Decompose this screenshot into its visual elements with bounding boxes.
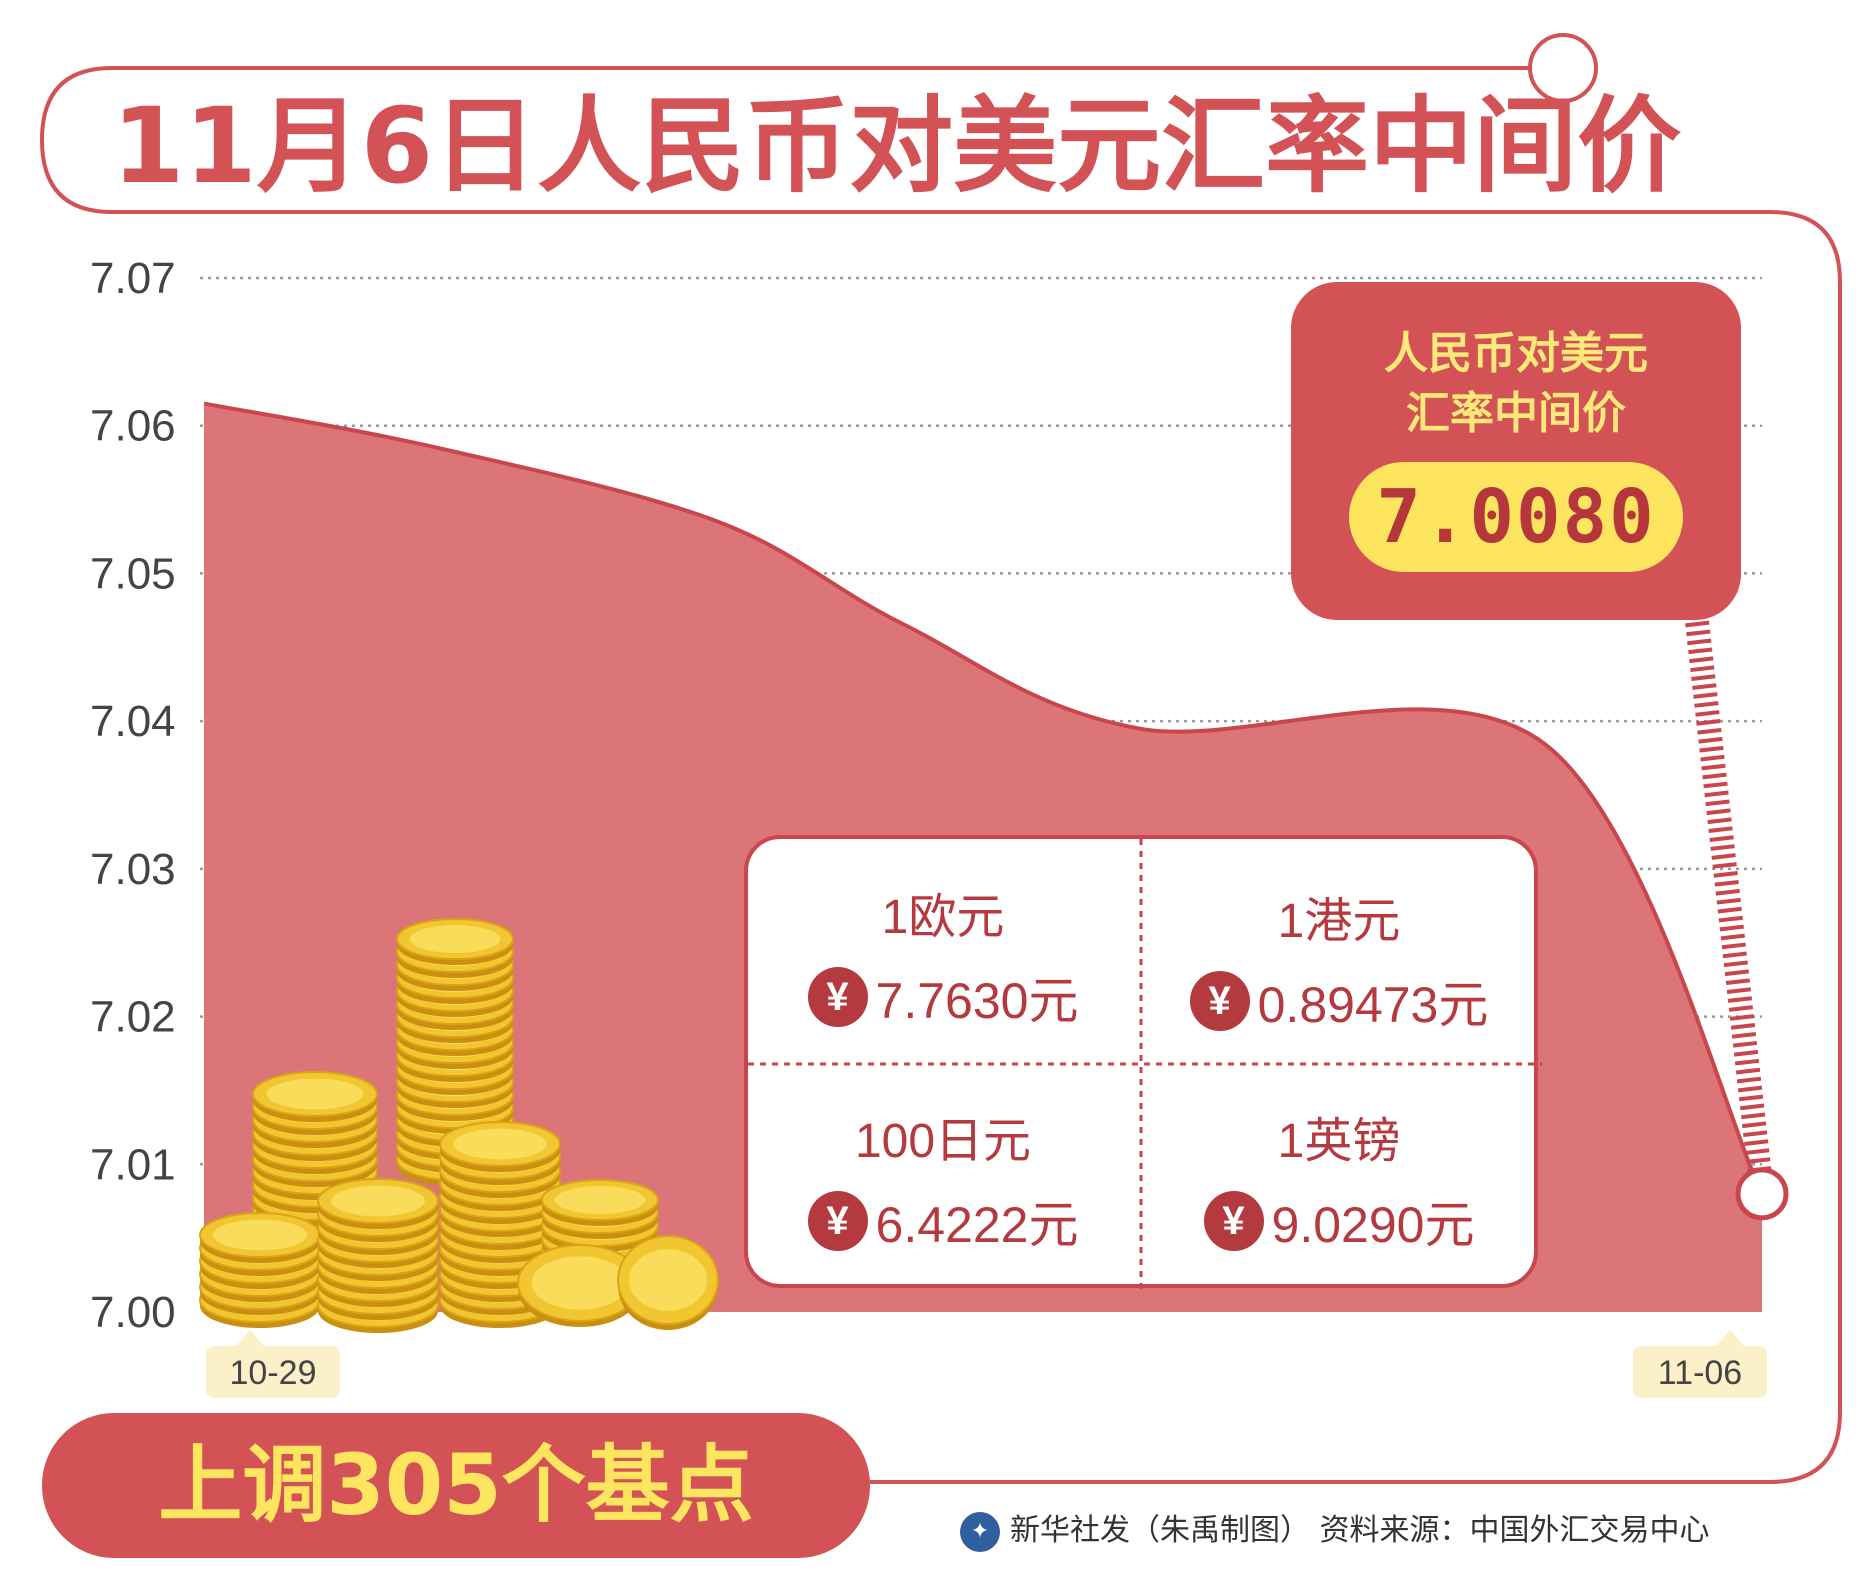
series-line [203, 401, 1764, 1195]
y-tick-label: 7.06 [90, 402, 176, 451]
coin-icon [517, 1244, 643, 1327]
coin-icon [199, 1212, 321, 1263]
y-tick-label: 7.01 [90, 1140, 176, 1189]
source-credit: ✦ 新华社发（朱禹制图） 资料来源：中国外汇交易中心 [960, 1506, 1710, 1556]
coin-icon [439, 1121, 561, 1172]
rate-value: 0.89473元 [1257, 977, 1489, 1033]
coin-icon [317, 1178, 439, 1229]
y-tick-label: 7.03 [90, 845, 176, 894]
yen-icon: ¥ [1203, 1191, 1264, 1251]
x-tick-label: 11-06 [1658, 1354, 1742, 1392]
rate-cell-eur: 1欧元 ¥7.7630元 [748, 877, 1138, 1033]
coin-icon [617, 1235, 719, 1330]
y-tick-label: 7.05 [90, 549, 176, 598]
x-label-start: 10-29 [206, 1330, 340, 1398]
coin-icon [396, 918, 514, 965]
rate-value: 6.4222元 [875, 1197, 1079, 1253]
callout-line1: 人民币对美元 [1384, 328, 1648, 379]
rate-cell-hkd: 1港元 ¥0.89473元 [1144, 881, 1534, 1037]
y-tick-label: 7.00 [90, 1288, 176, 1337]
cross-rate-box: 1欧元 ¥7.7630元 1港元 ¥0.89473元 100日元 ¥6.4222… [744, 835, 1542, 1292]
currency-label: 1港元 [1277, 895, 1401, 948]
currency-label: 1欧元 [881, 891, 1005, 944]
frame-outline [39, 66, 1842, 1484]
yen-icon: ¥ [807, 1191, 868, 1251]
end-point-marker [1735, 1167, 1789, 1221]
cross-rate-dividers [748, 839, 1542, 1292]
rate-value: 7.7630元 [875, 973, 1079, 1029]
y-axis: 7.07 7.06 7.05 7.04 7.03 7.02 7.01 7.00 [90, 254, 176, 1337]
rate-value: 9.0290元 [1271, 1197, 1475, 1253]
gold-coins-illustration [199, 918, 719, 1333]
credit-text: 新华社发（朱禹制图） 资料来源：中国外汇交易中心 [1010, 1513, 1710, 1548]
coin-icon [252, 1071, 378, 1122]
page-title: 11月6日人民币对美元汇率中间价 [112, 85, 1681, 207]
change-banner: 上调305个基点 [42, 1413, 870, 1558]
rate-cell-jpy: 100日元 ¥6.4222元 [748, 1101, 1138, 1257]
header-circle [1528, 33, 1598, 103]
coin-icon [541, 1179, 659, 1226]
x-label-end: 11-06 [1633, 1330, 1767, 1398]
callout-box: 人民币对美元 汇率中间价 7.0080 [1291, 282, 1741, 620]
x-tick-label: 10-29 [230, 1354, 317, 1392]
rate-value-row: ¥9.0290元 [1144, 1185, 1534, 1257]
rate-cell-gbp: 1英镑 ¥9.0290元 [1144, 1101, 1534, 1257]
callout-line2: 汇率中间价 [1406, 388, 1626, 439]
rate-value-row: ¥6.4222元 [748, 1185, 1138, 1257]
rate-value-row: ¥0.89473元 [1144, 965, 1534, 1037]
rate-value-row: ¥7.7630元 [748, 961, 1138, 1033]
y-tick-label: 7.07 [90, 254, 176, 303]
y-tick-label: 7.02 [90, 993, 176, 1042]
callout-leader [1685, 620, 1774, 1196]
y-tick-label: 7.04 [90, 697, 176, 746]
yen-icon: ¥ [807, 967, 868, 1027]
currency-label: 1英镑 [1277, 1115, 1401, 1168]
currency-label: 100日元 [854, 1115, 1032, 1168]
callout-value: 7.0080 [1349, 462, 1683, 572]
xinhua-logo-icon: ✦ [960, 1511, 1000, 1552]
yen-icon: ¥ [1189, 971, 1250, 1031]
